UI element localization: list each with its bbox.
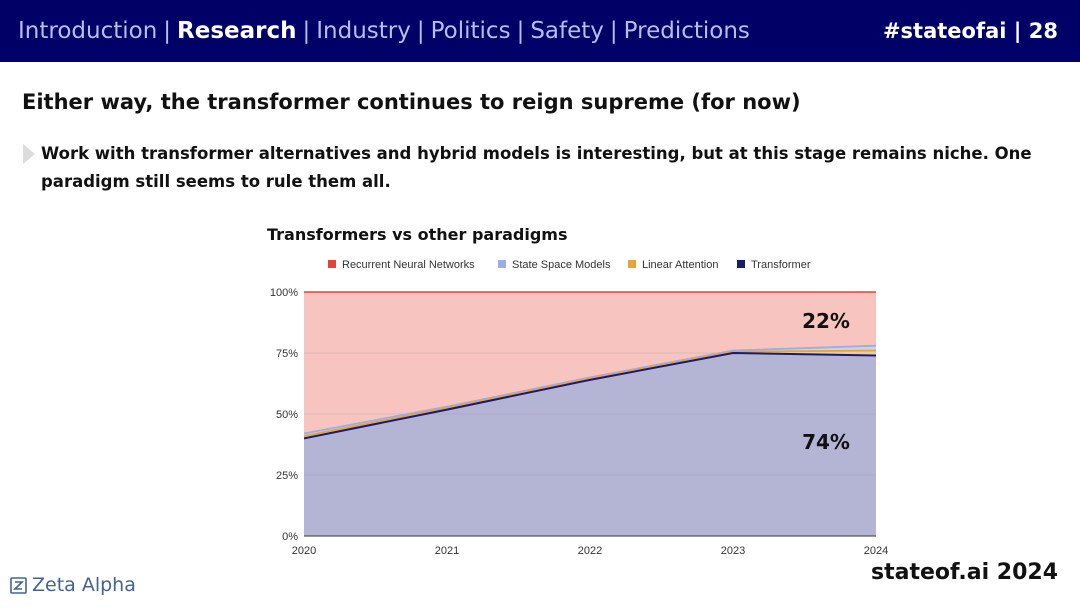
bullet-arrow-icon bbox=[23, 144, 35, 164]
legend-label: Linear Attention bbox=[642, 259, 718, 271]
logo-text: Zeta Alpha bbox=[32, 574, 136, 596]
area-transformer bbox=[304, 353, 876, 536]
slide-tag: #stateofai | 28 bbox=[882, 19, 1058, 43]
nav-separator: | bbox=[516, 18, 525, 44]
x-tick-label: 2022 bbox=[578, 545, 602, 557]
nav-item-research[interactable]: Research bbox=[177, 18, 297, 44]
line-linear-attention bbox=[303, 349, 877, 437]
nav-item-industry[interactable]: Industry bbox=[316, 18, 411, 44]
nav-separator: | bbox=[609, 18, 618, 44]
legend-swatch bbox=[737, 260, 745, 268]
x-tick-label: 2020 bbox=[292, 545, 316, 557]
line-state-space-models bbox=[303, 344, 877, 435]
chart-title: Transformers vs other paradigms bbox=[267, 225, 568, 244]
slide-headline: Either way, the transformer continues to… bbox=[22, 90, 801, 114]
x-tick-label: 2023 bbox=[721, 545, 745, 557]
legend-label: Transformer bbox=[751, 259, 811, 271]
legend-swatch bbox=[328, 260, 336, 268]
x-tick-label: 2021 bbox=[435, 545, 459, 557]
nav-separator: | bbox=[302, 18, 311, 44]
footer-brand: stateof.ai 2024 bbox=[870, 560, 1058, 585]
area-recurrent-neural-networks bbox=[304, 292, 876, 434]
bullet-point: Work with transformer alternatives and h… bbox=[22, 140, 1052, 196]
nav-item-introduction[interactable]: Introduction bbox=[18, 18, 158, 44]
nav-item-politics[interactable]: Politics bbox=[430, 18, 511, 44]
y-tick-label: 100% bbox=[270, 287, 298, 299]
nav-separator: | bbox=[163, 18, 172, 44]
zeta-alpha-logo: Zeta Alpha bbox=[10, 574, 136, 596]
y-tick-label: 50% bbox=[276, 409, 298, 421]
x-tick-label: 2024 bbox=[864, 545, 888, 557]
nav-item-safety[interactable]: Safety bbox=[530, 18, 604, 44]
y-tick-label: 75% bbox=[276, 348, 298, 360]
y-tick-label: 25% bbox=[276, 470, 298, 482]
legend-swatch bbox=[498, 260, 506, 268]
section-nav: Introduction | Research | Industry | Politics |… bbox=[18, 18, 750, 44]
bullet-text: Work with transformer alternatives and h… bbox=[41, 144, 1032, 191]
legend-swatch bbox=[628, 260, 636, 268]
zeta-alpha-logo-icon bbox=[10, 576, 27, 594]
legend-label: State Space Models bbox=[512, 259, 611, 271]
header-bar: Introduction | Research | Industry | Politics |… bbox=[0, 0, 1080, 62]
nav-item-predictions[interactable]: Predictions bbox=[623, 18, 750, 44]
data-label: 22% bbox=[802, 309, 850, 333]
line-transformer bbox=[303, 351, 877, 440]
legend-label: Recurrent Neural Networks bbox=[342, 259, 475, 271]
data-label: 74% bbox=[802, 430, 850, 454]
y-tick-label: 0% bbox=[282, 531, 298, 543]
nav-separator: | bbox=[416, 18, 425, 44]
stacked-area-chart: 0% 25% 50% 75% 100% 2020 2021 2022 2023 2024 Recur… bbox=[270, 259, 888, 557]
